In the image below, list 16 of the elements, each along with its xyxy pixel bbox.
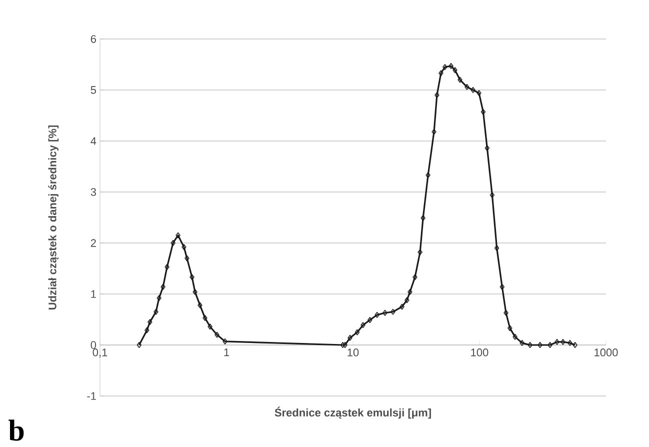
x-tick-label: 1: [224, 348, 230, 356]
x-tick-label: 1000: [594, 348, 618, 356]
y-tick-label: 0: [90, 341, 96, 349]
x-tick-label: 10: [348, 348, 359, 356]
x-tick-label: 0,1: [92, 348, 108, 358]
y-tick-label: 5: [90, 86, 96, 94]
y-tick-label: 3: [90, 188, 96, 196]
y-tick-label: 6: [90, 35, 96, 43]
y-tick-label: 1: [91, 290, 96, 298]
text: b: [8, 420, 24, 441]
y-tick-label: 4: [90, 137, 96, 145]
y-tick-label: -1: [87, 392, 96, 400]
y-tick-label: 2: [90, 239, 96, 247]
x-tick-label: 100: [471, 348, 488, 356]
x-axis-title: Średnice cząstek emulsji [μm]: [274, 406, 431, 419]
y-axis-title: Udział cząstek o danej średnicy [%]: [48, 126, 59, 310]
